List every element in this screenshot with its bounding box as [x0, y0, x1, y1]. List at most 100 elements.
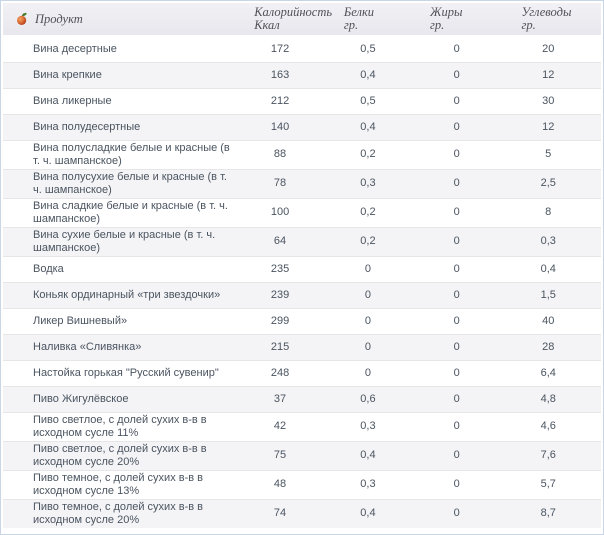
- protein-cell: 0,3: [331, 469, 418, 499]
- table-row: Настойка горькая "Русский сувенир" 248 0…: [3, 359, 601, 386]
- table-row: Вина десертные 172 0,5 0 20: [3, 36, 601, 62]
- kcal-cell: 248: [242, 359, 332, 386]
- carbs-cell: 40: [509, 307, 601, 334]
- product-name-cell: Пиво светлое, с долей сухих в-в в исходн…: [3, 440, 243, 470]
- table-row: Вина сухие белые и красные (в т. ч. шамп…: [3, 226, 601, 256]
- table-row: Вина сладкие белые и красные (в т. ч. ша…: [3, 197, 601, 227]
- product-name-cell: Вина десертные: [33, 42, 117, 55]
- product-name-cell: Ликер Вишневый»: [3, 307, 243, 334]
- fat-cell: 0: [418, 87, 510, 114]
- table-row: Пиво темное, с долей сухих в-в в исходно…: [3, 498, 601, 528]
- table-body: Вина десертные 172 0,5 0 20 Вина крепкие…: [3, 36, 601, 528]
- carbs-cell: 1,5: [509, 281, 601, 308]
- kcal-cell: 88: [242, 139, 332, 169]
- table-row: Наливка «Сливянка» 215 0 0 28: [3, 333, 601, 360]
- product-name-cell: Водка: [3, 255, 243, 282]
- protein-cell: 0,2: [331, 197, 418, 227]
- product-name-cell: Пиво Жигулёвское: [3, 385, 243, 412]
- product-name-cell: Пиво темное, с долей сухих в-в в исходно…: [3, 469, 243, 499]
- protein-cell: 0,4: [331, 498, 418, 528]
- protein-cell: 0: [331, 359, 418, 386]
- kcal-cell: 172: [270, 42, 290, 55]
- protein-cell: 0,4: [331, 113, 418, 140]
- table-row: Вина полусухие белые и красные (в т. ч. …: [3, 168, 601, 198]
- protein-cell: 0,4: [331, 440, 418, 470]
- kcal-cell: 75: [242, 440, 332, 470]
- table-row: Вина полусладкие белые и красные (в т. ч…: [3, 139, 601, 169]
- product-name-cell: Вина полусладкие белые и красные (в т. ч…: [3, 139, 243, 169]
- table-row: Пиво темное, с долей сухих в-в в исходно…: [3, 469, 601, 499]
- fat-cell: 0: [418, 307, 510, 334]
- kcal-cell: 100: [242, 197, 332, 227]
- product-name-cell: Наливка «Сливянка»: [3, 333, 243, 360]
- kcal-cell: 163: [242, 61, 332, 88]
- protein-cell: 0: [331, 281, 418, 308]
- table-row: Пиво светлое, с долей сухих в-в в исходн…: [3, 411, 601, 441]
- carbs-cell: 12: [509, 61, 601, 88]
- kcal-cell: 215: [242, 333, 332, 360]
- fat-cell: 0: [418, 168, 510, 198]
- kcal-cell: 42: [242, 411, 332, 441]
- nutrition-table: Продукт Калорийность Ккал Белки гр. Жиры…: [3, 3, 601, 528]
- product-name-cell: Вина крепкие: [3, 61, 243, 88]
- fat-cell: 0: [418, 469, 510, 499]
- carbs-cell: 7,6: [509, 440, 601, 470]
- protein-cell: 0,4: [331, 61, 418, 88]
- protein-cell: 0,6: [331, 385, 418, 412]
- kcal-cell: 239: [242, 281, 332, 308]
- kcal-cell: 74: [242, 498, 332, 528]
- carbs-cell: 30: [509, 87, 601, 114]
- fat-cell: 0: [453, 42, 460, 55]
- table-row: Вина ликерные 212 0,5 0 30: [3, 87, 601, 114]
- protein-cell: 0: [331, 307, 418, 334]
- fat-cell: 0: [418, 281, 510, 308]
- carbs-cell: 5,7: [509, 469, 601, 499]
- table-row: Коньяк ординарный «три звездочки» 239 0 …: [3, 281, 601, 308]
- fat-cell: 0: [418, 197, 510, 227]
- product-name-cell: Вина ликерные: [3, 87, 243, 114]
- kcal-cell: 212: [242, 87, 332, 114]
- kcal-cell: 64: [242, 226, 332, 256]
- carbs-cell: 0,3: [509, 226, 601, 256]
- carbs-cell: 8: [509, 197, 601, 227]
- table-row: Ликер Вишневый» 299 0 0 40: [3, 307, 601, 334]
- kcal-cell: 78: [242, 168, 332, 198]
- carbs-cell: 4,8: [509, 385, 601, 412]
- fat-cell: 0: [418, 113, 510, 140]
- column-header-kcal: Калорийность Ккал: [242, 3, 332, 37]
- kcal-cell: 140: [242, 113, 332, 140]
- fat-cell: 0: [418, 359, 510, 386]
- carbs-cell: 2,5: [509, 168, 601, 198]
- fat-cell: 0: [418, 385, 510, 412]
- column-header-fat: Жиры гр.: [418, 3, 510, 37]
- fat-cell: 0: [418, 440, 510, 470]
- fat-cell: 0: [418, 333, 510, 360]
- carbs-cell: 4,6: [509, 411, 601, 441]
- fat-cell: 0: [418, 255, 510, 282]
- fat-cell: 0: [418, 498, 510, 528]
- carbs-cell: 20: [542, 42, 555, 55]
- fat-cell: 0: [418, 411, 510, 441]
- kcal-cell: 37: [242, 385, 332, 412]
- column-header-label: Продукт: [35, 11, 83, 26]
- table-row: Вина полудесертные 140 0,4 0 12: [3, 113, 601, 140]
- fat-cell: 0: [418, 139, 510, 169]
- table-row: Пиво Жигулёвское 37 0,6 0 4,8: [3, 385, 601, 412]
- protein-cell: 0,3: [331, 411, 418, 441]
- fat-cell: 0: [418, 226, 510, 256]
- table-row: Пиво светлое, с долей сухих в-в в исходн…: [3, 440, 601, 470]
- table-row: Вина крепкие 163 0,4 0 12: [3, 61, 601, 88]
- kcal-cell: 48: [242, 469, 332, 499]
- kcal-cell: 235: [242, 255, 332, 282]
- protein-cell: 0,5: [331, 87, 418, 114]
- carbs-cell: 5: [509, 139, 601, 169]
- carbs-cell: 0,4: [509, 255, 601, 282]
- protein-cell: 0,2: [331, 226, 418, 256]
- product-name-cell: Вина полудесертные: [3, 113, 243, 140]
- product-name-cell: Вина сухие белые и красные (в т. ч. шамп…: [3, 226, 243, 256]
- product-name-cell: Пиво светлое, с долей сухих в-в в исходн…: [3, 411, 243, 441]
- protein-cell: 0: [331, 333, 418, 360]
- column-header-protein: Белки гр.: [331, 3, 418, 37]
- fruit-icon: [15, 12, 29, 26]
